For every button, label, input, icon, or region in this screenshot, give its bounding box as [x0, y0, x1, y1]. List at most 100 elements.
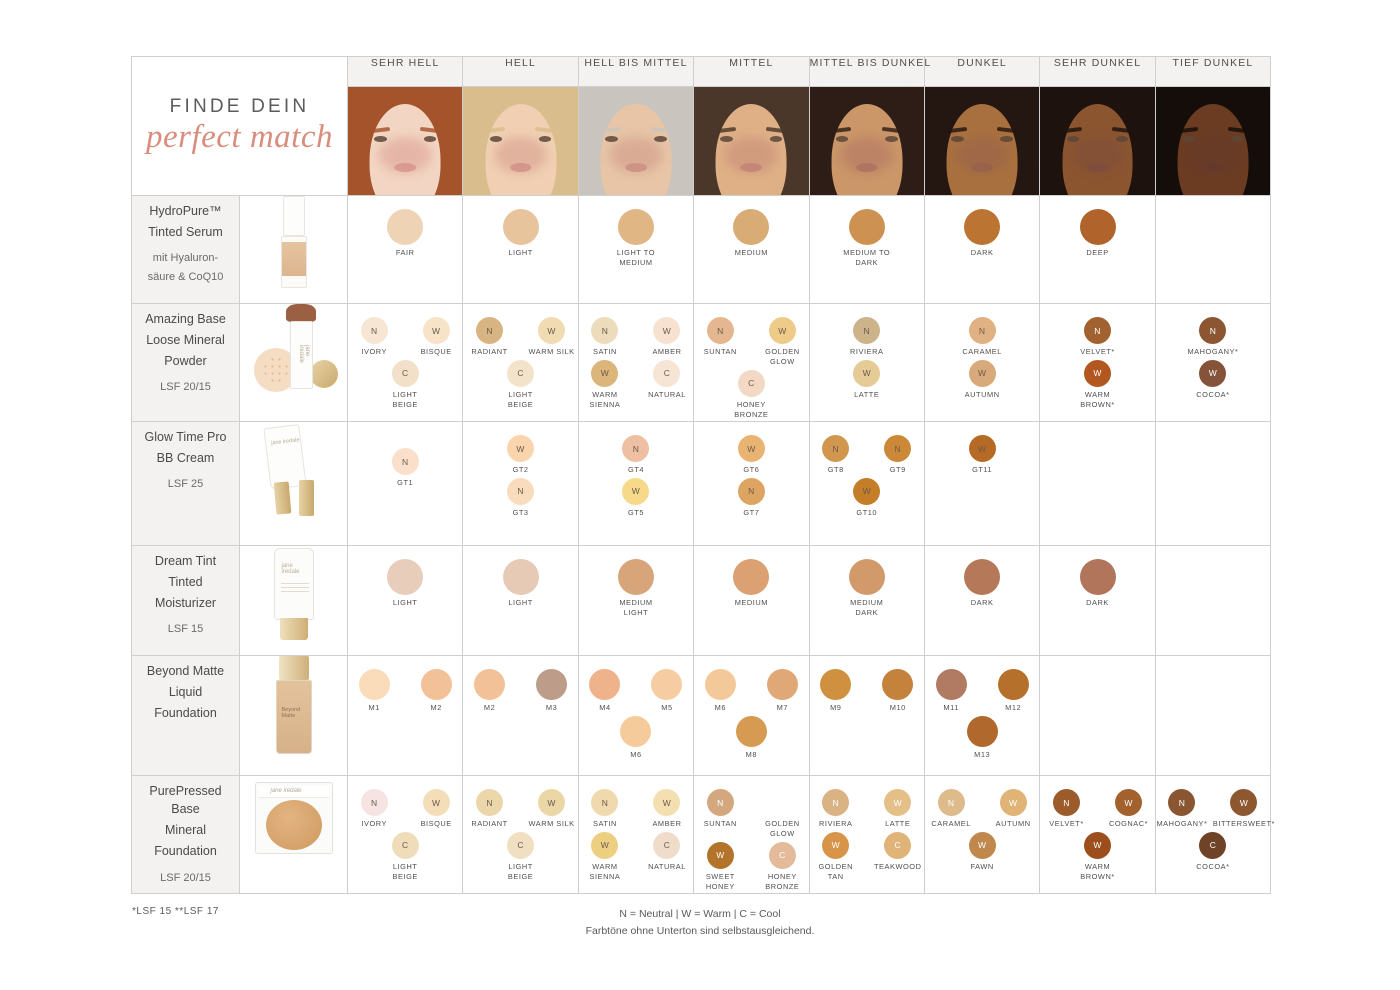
- shade-swatch[interactable]: C HONEY BRONZE: [758, 841, 806, 892]
- swatch-dot[interactable]: C: [653, 359, 681, 387]
- swatch-dot[interactable]: W: [853, 477, 881, 505]
- shade-swatch[interactable]: N VELVET*: [1074, 317, 1122, 357]
- shade-swatch[interactable]: W GT6: [727, 435, 775, 475]
- shade-swatch[interactable]: N GT9: [874, 435, 922, 475]
- swatch-dot[interactable]: [620, 715, 652, 747]
- swatch-dot[interactable]: [474, 669, 506, 700]
- shade-swatch[interactable]: W SWEET HONEY: [696, 841, 744, 892]
- shade-swatch[interactable]: C HONEY BRONZE: [727, 369, 775, 420]
- swatch-dot[interactable]: C: [768, 841, 796, 869]
- shade-swatch[interactable]: M6: [696, 669, 744, 713]
- shade-swatch[interactable]: M11: [927, 669, 975, 713]
- swatch-dot[interactable]: [387, 209, 424, 245]
- shade-swatch[interactable]: W AMBER: [643, 789, 691, 829]
- swatch-dot[interactable]: W: [1115, 789, 1143, 816]
- shade-swatch[interactable]: N RADIANT: [466, 789, 514, 829]
- shade-swatch[interactable]: FAIR: [381, 209, 429, 258]
- swatch-dot[interactable]: W: [538, 317, 566, 344]
- shade-swatch[interactable]: W GOLDEN GLOW: [758, 789, 806, 839]
- shade-swatch[interactable]: M1: [350, 669, 398, 713]
- shade-swatch[interactable]: N GT8: [812, 435, 860, 475]
- shade-swatch[interactable]: C COCOA*: [1189, 831, 1237, 872]
- swatch-dot[interactable]: [848, 209, 885, 245]
- swatch-dot[interactable]: [617, 559, 654, 595]
- swatch-dot[interactable]: N: [937, 789, 965, 816]
- shade-swatch[interactable]: N SUNTAN: [696, 317, 744, 367]
- shade-swatch[interactable]: M12: [989, 669, 1037, 713]
- shade-swatch[interactable]: W WARM BROWN*: [1074, 831, 1122, 882]
- swatch-dot[interactable]: [997, 669, 1029, 700]
- shade-swatch[interactable]: M6: [612, 715, 660, 760]
- swatch-dot[interactable]: C: [653, 831, 681, 859]
- swatch-dot[interactable]: C: [507, 831, 535, 859]
- shade-swatch[interactable]: W BITTERSWEET*: [1213, 789, 1274, 829]
- shade-swatch[interactable]: N GT7: [727, 477, 775, 518]
- swatch-dot[interactable]: [848, 559, 885, 595]
- swatch-dot[interactable]: [617, 209, 654, 245]
- swatch-dot[interactable]: N: [884, 435, 912, 462]
- shade-swatch[interactable]: W LATTE: [843, 359, 891, 400]
- swatch-dot[interactable]: W: [591, 831, 619, 859]
- swatch-dot[interactable]: W: [538, 789, 566, 816]
- swatch-dot[interactable]: N: [1053, 789, 1081, 816]
- shade-swatch[interactable]: W GT10: [843, 477, 891, 518]
- swatch-dot[interactable]: W: [1084, 831, 1112, 859]
- shade-swatch[interactable]: W WARM SIENNA: [581, 831, 629, 882]
- swatch-dot[interactable]: N: [706, 317, 734, 344]
- swatch-dot[interactable]: N: [360, 789, 388, 816]
- shade-swatch[interactable]: W COCOA*: [1189, 359, 1237, 400]
- swatch-dot[interactable]: N: [706, 789, 734, 816]
- shade-swatch[interactable]: LIGHT: [381, 559, 429, 608]
- swatch-dot[interactable]: N: [591, 789, 619, 816]
- shade-swatch[interactable]: C LIGHT BEIGE: [381, 359, 429, 410]
- shade-swatch[interactable]: C LIGHT BEIGE: [497, 831, 545, 882]
- shade-swatch[interactable]: W WARM SIENNA: [581, 359, 629, 410]
- shade-swatch[interactable]: N CARAMEL: [927, 789, 975, 829]
- swatch-dot[interactable]: C: [737, 369, 765, 397]
- shade-swatch[interactable]: N IVORY: [350, 789, 398, 829]
- shade-swatch[interactable]: W FAWN: [958, 831, 1006, 872]
- shade-swatch[interactable]: N GT3: [497, 477, 545, 518]
- shade-swatch[interactable]: N GT1: [381, 448, 429, 488]
- shade-swatch[interactable]: W AUTUMN: [989, 789, 1037, 829]
- swatch-dot[interactable]: W: [507, 435, 535, 462]
- swatch-dot[interactable]: W: [422, 789, 450, 816]
- swatch-dot[interactable]: W: [778, 797, 787, 808]
- swatch-dot[interactable]: [882, 669, 914, 700]
- swatch-dot[interactable]: N: [822, 789, 850, 816]
- swatch-dot[interactable]: [387, 559, 424, 595]
- swatch-dot[interactable]: [820, 669, 852, 700]
- shade-swatch[interactable]: N MAHOGANY*: [1187, 317, 1238, 357]
- shade-swatch[interactable]: W AMBER: [643, 317, 691, 357]
- shade-swatch[interactable]: C TEAKWOOD: [874, 831, 922, 882]
- swatch-dot[interactable]: [704, 669, 736, 700]
- swatch-dot[interactable]: [1079, 209, 1116, 245]
- swatch-dot[interactable]: N: [853, 317, 881, 344]
- swatch-dot[interactable]: [502, 209, 539, 245]
- shade-swatch[interactable]: N CARAMEL: [958, 317, 1006, 357]
- swatch-dot[interactable]: W: [737, 435, 765, 462]
- shade-swatch[interactable]: M4: [581, 669, 629, 713]
- swatch-dot[interactable]: N: [1084, 317, 1112, 344]
- swatch-dot[interactable]: [966, 715, 998, 747]
- swatch-dot[interactable]: W: [1199, 359, 1227, 387]
- swatch-dot[interactable]: [964, 209, 1001, 245]
- swatch-dot[interactable]: N: [476, 789, 504, 816]
- swatch-dot[interactable]: W: [706, 841, 734, 869]
- shade-swatch[interactable]: DARK: [958, 209, 1006, 258]
- shade-swatch[interactable]: M2: [466, 669, 514, 713]
- swatch-dot[interactable]: N: [737, 477, 765, 505]
- shade-swatch[interactable]: W WARM SILK: [528, 317, 576, 357]
- swatch-dot[interactable]: C: [507, 359, 535, 387]
- swatch-dot[interactable]: W: [1084, 359, 1112, 387]
- swatch-dot[interactable]: W: [653, 317, 681, 344]
- shade-swatch[interactable]: C NATURAL: [643, 359, 691, 410]
- swatch-dot[interactable]: W: [999, 789, 1027, 816]
- swatch-dot[interactable]: W: [1230, 789, 1258, 816]
- swatch-dot[interactable]: W: [853, 359, 881, 387]
- swatch-dot[interactable]: [651, 669, 683, 700]
- swatch-dot[interactable]: C: [391, 831, 419, 859]
- shade-swatch[interactable]: N RIVIERA: [843, 317, 891, 357]
- shade-swatch[interactable]: N GT4: [612, 435, 660, 475]
- shade-swatch[interactable]: MEDIUM: [727, 559, 775, 608]
